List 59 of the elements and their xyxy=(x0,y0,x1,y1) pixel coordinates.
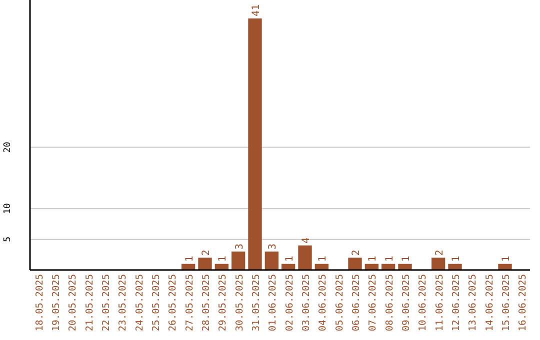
bar xyxy=(348,258,362,270)
data-label: 1 xyxy=(401,256,412,262)
data-label: 1 xyxy=(384,256,396,262)
x-tick-label: 11.06.2025 xyxy=(434,274,446,332)
x-tick-label: 26.05.2025 xyxy=(168,274,179,332)
x-tick-label: 01.06.2025 xyxy=(268,274,279,332)
x-tick-label: 12.06.2025 xyxy=(451,274,462,332)
bar xyxy=(264,252,278,270)
y-tick-label: 20 xyxy=(3,142,13,153)
data-label: 1 xyxy=(284,256,296,262)
data-label: 3 xyxy=(268,244,279,250)
x-tick-label: 09.06.2025 xyxy=(401,274,412,332)
data-label: 2 xyxy=(201,250,212,256)
bar xyxy=(498,264,512,270)
x-tick-label: 25.05.2025 xyxy=(151,274,162,332)
data-label: 2 xyxy=(351,250,362,256)
x-tick-label: 19.05.2025 xyxy=(51,274,62,332)
y-tick-label: 5 xyxy=(3,236,13,242)
x-tick-label: 28.05.2025 xyxy=(201,274,212,332)
bar xyxy=(298,245,312,270)
x-tick-label: 30.05.2025 xyxy=(234,274,246,332)
x-tick-label: 05.06.2025 xyxy=(334,274,346,332)
data-label: 1 xyxy=(318,256,329,262)
x-tick-label: 03.06.2025 xyxy=(301,274,312,332)
bar xyxy=(448,264,462,270)
data-label: 4 xyxy=(301,237,312,244)
x-tick-label: 22.05.2025 xyxy=(101,274,112,332)
x-tick-label: 13.06.2025 xyxy=(468,274,479,332)
x-tick-label: 07.06.2025 xyxy=(368,274,379,332)
x-tick-label: 14.06.2025 xyxy=(484,274,496,332)
data-label: 1 xyxy=(218,256,229,262)
x-tick-label: 18.05.2025 xyxy=(34,274,46,332)
data-label: 41 xyxy=(251,4,262,16)
x-tick-label: 08.06.2025 xyxy=(384,274,396,332)
data-label: 3 xyxy=(234,244,246,250)
x-tick-label: 21.05.2025 xyxy=(84,274,96,332)
x-tick-label: 27.05.2025 xyxy=(184,274,196,332)
bar xyxy=(248,18,262,270)
x-tick-label: 20.05.2025 xyxy=(68,274,79,332)
x-tick-label: 15.06.2025 xyxy=(501,274,512,332)
data-label: 1 xyxy=(368,256,379,262)
y-tick-label: 10 xyxy=(3,203,13,214)
x-tick-label: 31.05.2025 xyxy=(251,274,262,332)
x-tick-label: 02.06.2025 xyxy=(284,274,296,332)
x-tick-label: 06.06.2025 xyxy=(351,274,362,332)
x-tick-label: 23.05.2025 xyxy=(118,274,129,332)
x-tick-label: 16.06.2025 xyxy=(518,274,529,332)
x-tick-label: 24.05.2025 xyxy=(134,274,146,332)
data-label: 1 xyxy=(184,256,196,262)
bar xyxy=(398,264,412,270)
x-tick-label: 29.05.2025 xyxy=(218,274,229,332)
bar xyxy=(198,258,212,270)
data-label: 2 xyxy=(434,250,446,256)
bar xyxy=(432,258,446,270)
bar xyxy=(232,252,246,270)
x-tick-label: 04.06.2025 xyxy=(318,274,329,332)
data-label: 1 xyxy=(451,256,462,262)
x-tick-label: 10.06.2025 xyxy=(418,274,429,332)
data-label: 1 xyxy=(501,256,512,262)
